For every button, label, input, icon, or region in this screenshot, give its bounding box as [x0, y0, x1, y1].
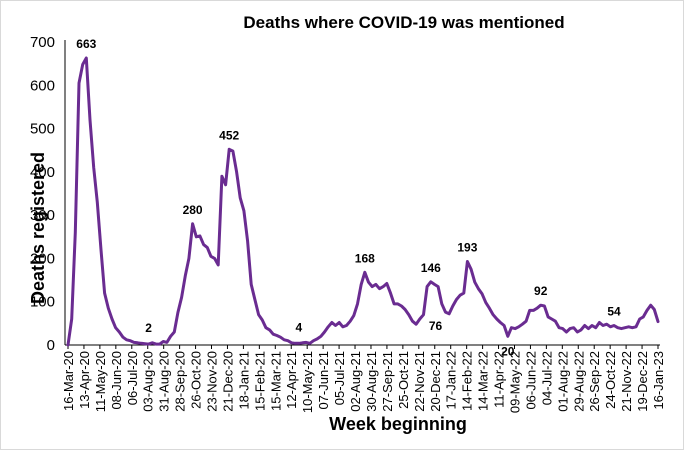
x-tick-label: 17-Jan-22	[444, 351, 459, 410]
data-label: 2	[145, 321, 152, 335]
y-tick-label: 600	[30, 77, 55, 94]
x-tick-label: 15-Feb-21	[252, 351, 267, 411]
data-label: 452	[219, 128, 239, 142]
x-tick-label: 14-Feb-22	[460, 351, 475, 411]
x-tick-label: 16-Mar-20	[61, 351, 76, 411]
x-tick-label: 28-Sep-20	[173, 351, 188, 412]
y-tick-label: 100	[30, 294, 55, 311]
x-tick-label: 23-Nov-20	[205, 351, 220, 412]
x-tick-label: 06-Jul-20	[125, 351, 140, 405]
x-tick-label: 20-Dec-21	[428, 351, 443, 412]
x-tick-label: 05-Jul-21	[332, 351, 347, 405]
x-tick-label: 21-Dec-20	[220, 351, 235, 412]
x-axis-title: Week beginning	[329, 414, 467, 434]
x-tick-label: 24-Oct-22	[603, 351, 618, 409]
x-tick-label: 12-Apr-21	[284, 351, 299, 409]
x-tick-label: 30-Aug-21	[364, 351, 379, 412]
data-label: 280	[183, 203, 203, 217]
data-label: 168	[355, 251, 375, 265]
data-labels: 663 2 280 452 4 168 146 76 193 20 92 54	[76, 37, 621, 358]
x-axis-ticks: 16-Mar-20 13-Apr-20 11-May-20 08-Jun-20 06-J…	[61, 345, 666, 413]
x-tick-label: 14-Mar-22	[476, 351, 491, 411]
x-tick-label: 25-Oct-21	[396, 351, 411, 409]
x-tick-label: 21-Nov-22	[619, 351, 634, 412]
y-tick-label: 700	[30, 34, 55, 51]
x-tick-label: 16-Jan-23	[651, 351, 666, 410]
x-tick-label: 03-Aug-20	[141, 351, 156, 412]
data-label: 4	[296, 320, 303, 334]
x-tick-label: 01-Aug-22	[555, 351, 570, 412]
y-tick-label: 0	[47, 337, 55, 354]
y-axis-ticks: 0 100 200 300 400 500 600 700	[30, 34, 55, 354]
y-tick-label: 300	[30, 207, 55, 224]
x-tick-label: 13-Apr-20	[77, 351, 92, 409]
data-label: 92	[534, 284, 548, 298]
series-line	[66, 56, 660, 347]
data-label: 146	[421, 261, 441, 275]
y-axis-title: Deaths registered	[28, 152, 48, 304]
y-tick-label: 500	[30, 121, 55, 138]
x-tick-label: 09-May-22	[507, 351, 522, 413]
chart-title: Deaths where COVID-19 was mentioned	[243, 13, 564, 32]
x-tick-label: 10-May-21	[300, 351, 315, 413]
x-tick-label: 19-Dec-22	[635, 351, 650, 412]
x-tick-label: 26-Oct-20	[189, 351, 204, 409]
x-tick-label: 02-Aug-21	[348, 351, 363, 412]
x-tick-label: 26-Sep-22	[587, 351, 602, 412]
data-label: 54	[607, 305, 621, 319]
y-tick-label: 200	[30, 250, 55, 267]
data-label: 663	[76, 37, 96, 51]
x-tick-label: 04-Jul-22	[539, 351, 554, 405]
x-tick-label: 08-Jun-20	[109, 351, 124, 410]
x-tick-label: 06-Jun-22	[523, 351, 538, 410]
y-tick-label: 400	[30, 164, 55, 181]
x-tick-label: 27-Sep-21	[380, 351, 395, 412]
x-tick-label: 31-Aug-20	[157, 351, 172, 412]
x-tick-label: 29-Aug-22	[571, 351, 586, 412]
data-label: 20	[501, 344, 515, 358]
data-label: 76	[429, 319, 443, 333]
x-tick-label: 11-Apr-22	[492, 351, 507, 408]
x-tick-label: 15-Mar-21	[268, 351, 283, 411]
x-tick-label: 22-Nov-21	[412, 351, 427, 412]
x-tick-label: 18-Jan-21	[236, 351, 251, 410]
x-tick-label: 07-Jun-21	[316, 351, 331, 410]
x-tick-label: 11-May-20	[93, 351, 108, 412]
data-label: 193	[457, 241, 477, 255]
